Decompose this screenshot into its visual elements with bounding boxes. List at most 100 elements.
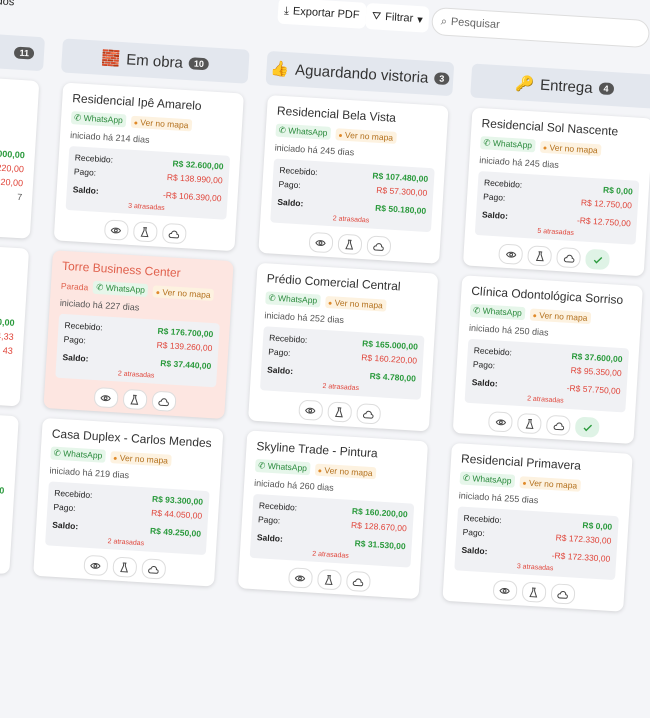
action-button[interactable]: [498, 243, 524, 265]
finance-value: R$ 138.990,00: [166, 172, 223, 186]
finance-label: Pago:: [53, 501, 76, 514]
map-tag[interactable]: ● Ver no mapa: [152, 284, 214, 301]
search-box[interactable]: ⌕ Pesquisar: [430, 6, 650, 49]
action-button[interactable]: [355, 403, 381, 425]
action-button[interactable]: [122, 388, 148, 411]
action-button[interactable]: [326, 401, 352, 423]
action-row: [463, 410, 625, 440]
filter-button[interactable]: ⛛ Filtrar ▾: [365, 2, 430, 33]
whatsapp-tag[interactable]: ✆ WhatsApp: [275, 123, 331, 140]
project-card[interactable]: Casa Duplex - Carlos Mendes ✆ WhatsApp ● V…: [33, 417, 224, 587]
map-label: Ver no mapa: [119, 452, 169, 466]
finance-box: Recebido: R$ 37.600,00 Pago: R$ 95.350,00 Sa…: [464, 338, 630, 413]
finance-box: Recebido: R$ 160.200,00 Pago: R$ 128.670,00…: [249, 493, 415, 568]
action-button[interactable]: [487, 411, 514, 433]
action-button[interactable]: [111, 556, 137, 578]
action-button[interactable]: [336, 233, 363, 256]
map-tag[interactable]: ● Ver no mapa: [539, 140, 602, 156]
project-card[interactable]: Torre Business Center Parada ✆ WhatsApp ● V…: [43, 250, 234, 419]
fragment-list: 000,00 220,00 220,00 7: [0, 79, 29, 205]
action-button[interactable]: [549, 583, 576, 605]
action-button[interactable]: [492, 579, 518, 602]
finance-label: Saldo:: [72, 184, 100, 196]
action-button[interactable]: [103, 219, 129, 241]
action-button[interactable]: [516, 412, 542, 435]
whatsapp-tag[interactable]: ✆ WhatsApp: [92, 280, 149, 298]
project-card[interactable]: Residencial Primavera ✆ WhatsApp ● Ver no …: [442, 442, 633, 612]
action-button[interactable]: [82, 554, 108, 577]
action-button[interactable]: [132, 221, 158, 243]
project-name: Casa Duplex - Carlos Mendes: [51, 426, 213, 451]
action-button[interactable]: [150, 390, 177, 412]
done-button[interactable]: [574, 416, 600, 438]
map-label: Ver no mapa: [162, 286, 211, 300]
action-row: [43, 552, 205, 582]
tag-row: ✆ WhatsApp ● Ver no mapa: [50, 446, 211, 469]
finance-value: R$ 44.050,00: [150, 507, 203, 521]
whatsapp-tag[interactable]: ✆ WhatsApp: [480, 136, 536, 153]
whatsapp-tag[interactable]: ✆ WhatsApp: [469, 303, 526, 321]
map-tag[interactable]: ● Ver no mapa: [109, 450, 172, 467]
action-button[interactable]: [365, 235, 392, 257]
project-card[interactable]: Residencial Sol Nascente ✆ WhatsApp ● Ver …: [462, 107, 650, 277]
search-placeholder: Pesquisar: [450, 16, 501, 32]
filter-label: Filtrar: [384, 11, 414, 25]
finance-value: R$ 160.220,00: [361, 352, 418, 366]
project-name: Skyline Trade - Pintura: [256, 439, 379, 461]
action-button[interactable]: [161, 222, 187, 245]
project-card[interactable]: Skyline Trade - Pintura ✆ WhatsApp ● Ver n…: [237, 430, 429, 600]
action-button[interactable]: [345, 570, 371, 593]
finance-value: R$ 37.440,00: [160, 357, 212, 372]
export-label: Exportar PDF: [292, 5, 360, 22]
finance-label: Saldo:: [256, 532, 284, 544]
finance-label: Saldo:: [62, 351, 89, 364]
finance-label: Pago:: [267, 346, 291, 358]
action-button[interactable]: [555, 246, 582, 269]
whatsapp-tag[interactable]: ✆ WhatsApp: [70, 111, 127, 128]
action-button[interactable]: [287, 567, 313, 589]
action-button[interactable]: [527, 245, 553, 267]
whatsapp-label: WhatsApp: [105, 282, 146, 295]
action-button[interactable]: [93, 386, 119, 409]
map-tag[interactable]: ● Ver no mapa: [529, 307, 591, 324]
whatsapp-tag[interactable]: ✆ WhatsApp: [459, 471, 515, 488]
action-button[interactable]: [520, 581, 547, 603]
map-label: Ver no mapa: [324, 464, 373, 478]
column-title: Aguardando vistoria: [294, 61, 429, 87]
map-tag[interactable]: ● Ver no mapa: [130, 115, 192, 131]
column-count: 11: [14, 46, 35, 60]
action-button[interactable]: [307, 231, 334, 254]
done-button[interactable]: [584, 248, 611, 271]
tag-row: ✆ WhatsApp ● Ver no mapa: [480, 136, 641, 159]
finance-value: R$ 12.750,00: [580, 197, 633, 211]
map-tag[interactable]: ● Ver no mapa: [519, 475, 581, 492]
whatsapp-tag[interactable]: ✆ WhatsApp: [265, 291, 321, 308]
finance-value: -R$ 106.390,00: [162, 189, 222, 204]
finance-box: Recebido: R$ 93.300,00 Pago: R$ 44.050,00 Sa…: [45, 481, 210, 556]
whatsapp-tag[interactable]: ✆ WhatsApp: [50, 446, 106, 463]
action-button[interactable]: [140, 558, 166, 580]
export-button[interactable]: ⤓ Exportar PDF: [277, 0, 367, 29]
finance-box: Recebido: R$ 176.700,00 Pago: R$ 139.260,00…: [55, 313, 220, 388]
column-header: 🔑 Entrega 4: [470, 63, 650, 109]
whatsapp-label: WhatsApp: [472, 473, 512, 486]
action-button[interactable]: [297, 399, 323, 421]
tab-fragment: idos: [0, 0, 15, 15]
project-card[interactable]: Residencial Bela Vista ✆ WhatsApp ● Ver no…: [258, 95, 449, 264]
map-tag[interactable]: ● Ver no mapa: [314, 463, 376, 479]
value-fragment: 000,00: [0, 148, 26, 161]
whatsapp-tag[interactable]: ✆ WhatsApp: [254, 458, 311, 476]
project-card[interactable]: Clínica Odontológica Sorriso ✆ WhatsApp ● …: [452, 275, 643, 444]
project-card[interactable]: Prédio Comercial Central ✆ WhatsApp ● Ver …: [248, 262, 439, 432]
map-tag[interactable]: ● Ver no mapa: [335, 127, 397, 144]
column-title: Em obra: [125, 50, 184, 72]
action-button[interactable]: [545, 414, 571, 437]
map-tag[interactable]: ● Ver no mapa: [324, 295, 387, 312]
column-icon: 🧱: [101, 49, 121, 68]
fragment-list: 0: [0, 414, 8, 498]
tag-row: ✆ WhatsApp ● Ver no mapa: [459, 471, 621, 494]
card: 0,00 04,33 43: [0, 237, 30, 407]
project-card[interactable]: Residencial Ipê Amarelo ✆ WhatsApp ● Ver n…: [53, 82, 244, 252]
column-icon: 🔑: [514, 75, 535, 94]
finance-label: Saldo:: [481, 209, 509, 221]
